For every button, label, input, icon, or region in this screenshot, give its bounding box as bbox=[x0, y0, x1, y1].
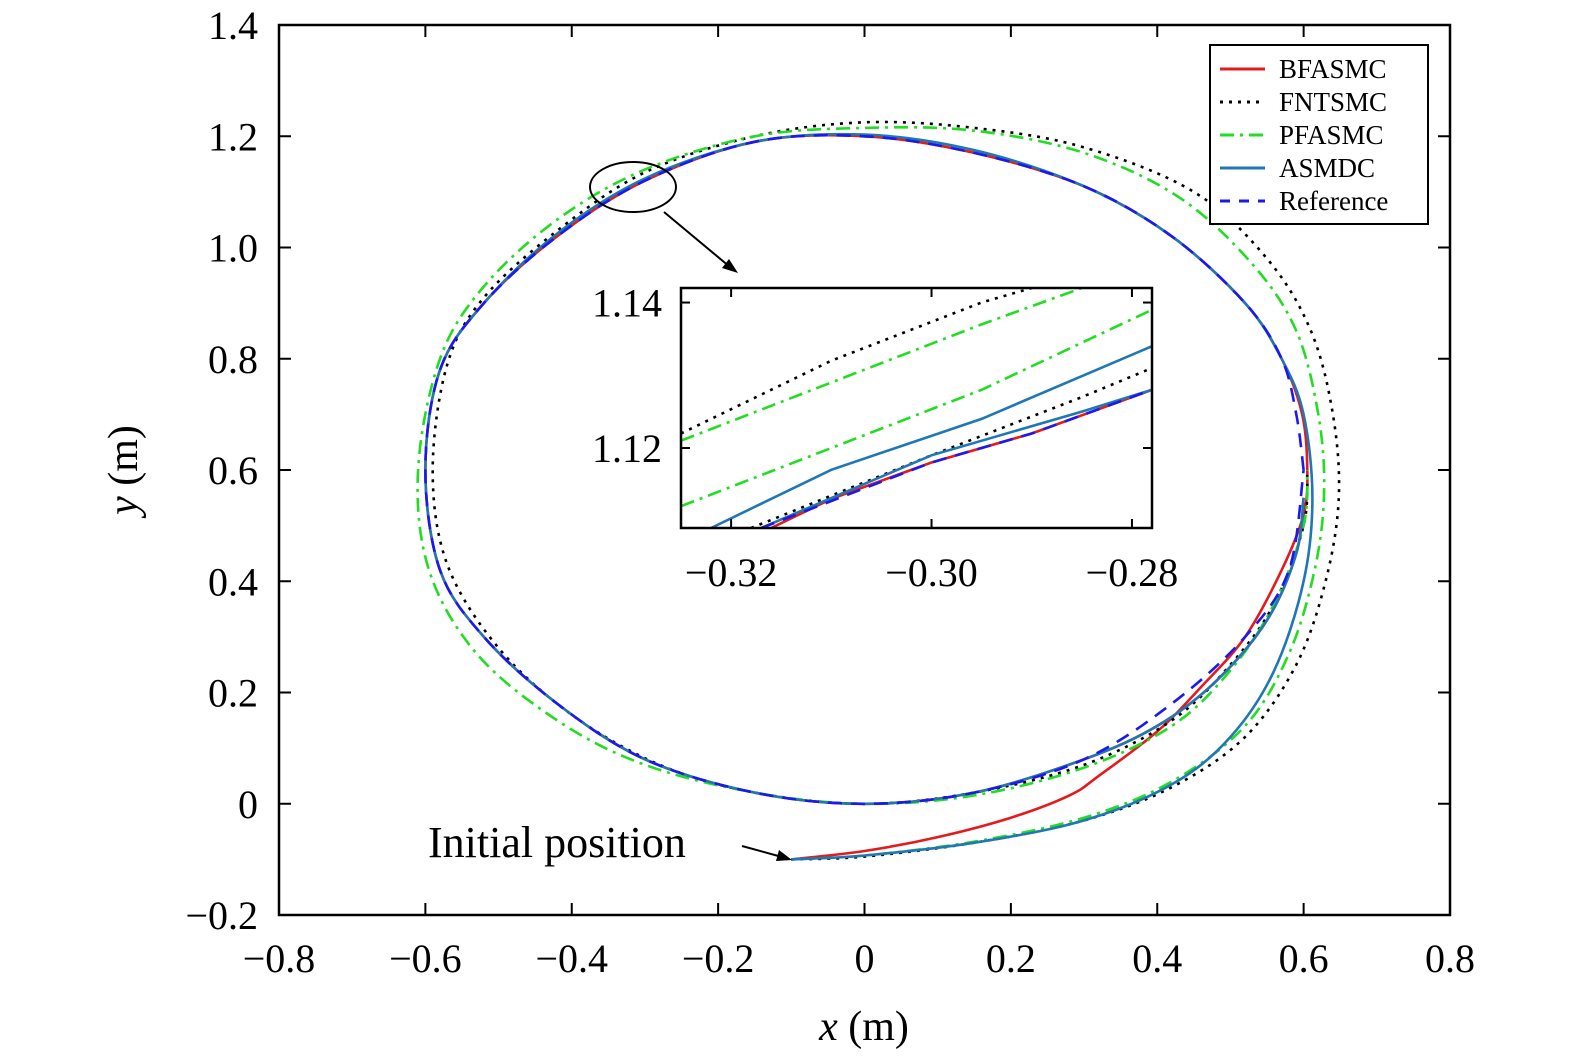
zoom-region-ellipse bbox=[589, 161, 677, 213]
inset-series-line-pfasmc bbox=[681, 308, 1152, 508]
legend-label-asmdc: ASMDC bbox=[1279, 153, 1375, 183]
x-axis-label: x (m) bbox=[818, 1004, 909, 1050]
x-tick-label: −0.6 bbox=[389, 936, 462, 981]
zoom-arrow-line bbox=[663, 211, 731, 268]
x-tick-label: 0 bbox=[855, 936, 875, 981]
x-tick-label: 0.2 bbox=[986, 936, 1036, 981]
series-line-reference bbox=[424, 133, 1305, 806]
x-tick-label: −0.4 bbox=[535, 936, 608, 981]
legend-label-bfasmc: BFASMC bbox=[1279, 54, 1387, 84]
inset-background bbox=[681, 288, 1152, 528]
inset-x-tick-label: −0.32 bbox=[685, 550, 778, 595]
y-tick-label: 0.2 bbox=[208, 671, 258, 716]
inset-frame bbox=[679, 286, 1154, 530]
main-axis-ticks: −0.8 −0.6 −0.4 −0.2 0 0.2 0.4 0.6 0.8 −0.2 0 0.2 0.4… bbox=[185, 3, 1475, 981]
y-tick-label: −0.2 bbox=[185, 893, 258, 938]
y-tick-label: 0.6 bbox=[208, 448, 258, 493]
y-tick-label: 0.8 bbox=[208, 337, 258, 382]
initial-position-arrow-head bbox=[776, 850, 792, 861]
inset-series-line-fntsmc bbox=[681, 288, 1033, 435]
legend-label-pfasmc: PFASMC bbox=[1279, 120, 1384, 150]
initial-position-arrow-line bbox=[741, 845, 783, 858]
zoom-arrow-head bbox=[722, 259, 738, 273]
inset-y-tick-label: 1.14 bbox=[592, 281, 662, 326]
y-axis-label: y (m) bbox=[101, 425, 147, 519]
inset-axis-ticks: −0.32 −0.30 −0.28 1.12 1.14 bbox=[592, 281, 1178, 595]
legend-label-fntsmc: FNTSMC bbox=[1279, 87, 1387, 117]
x-tick-label: −0.2 bbox=[682, 936, 755, 981]
initial-position-label: Initial position bbox=[428, 818, 686, 867]
inset-series-line-asmdc bbox=[760, 388, 1152, 528]
inset-series-line-pfasmc bbox=[681, 288, 1083, 442]
legend-box bbox=[1209, 44, 1429, 225]
y-tick-label: 0.4 bbox=[208, 559, 258, 604]
x-tick-label: 0.4 bbox=[1132, 936, 1182, 981]
y-tick-label: 1.0 bbox=[208, 226, 258, 271]
inset-series-line-asmdc bbox=[710, 345, 1152, 528]
y-tick-label: 0 bbox=[238, 782, 258, 827]
x-tick-label: −0.8 bbox=[243, 936, 316, 981]
inset-y-tick-label: 1.12 bbox=[592, 426, 662, 471]
inset-series-line-reference bbox=[760, 388, 1152, 528]
inset-x-tick-label: −0.28 bbox=[1086, 550, 1179, 595]
inset-series-group bbox=[681, 288, 1152, 528]
x-tick-label: 0.8 bbox=[1425, 936, 1475, 981]
inset-x-tick-label: −0.30 bbox=[885, 550, 978, 595]
legend-label-reference: Reference bbox=[1279, 186, 1388, 216]
x-tick-label: 0.6 bbox=[1279, 936, 1329, 981]
y-tick-label: 1.4 bbox=[208, 3, 258, 48]
series-line-pfasmc bbox=[416, 125, 1326, 861]
y-tick-label: 1.2 bbox=[208, 114, 258, 159]
